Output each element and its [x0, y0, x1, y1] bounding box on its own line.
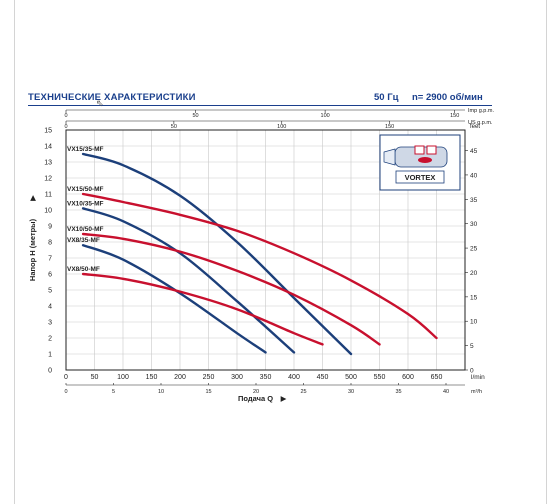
y-tick-label: 15 — [44, 128, 52, 135]
feet-tick-label: 40 — [470, 172, 478, 179]
header-rule — [28, 105, 492, 106]
y-tick-label: 7 — [48, 256, 52, 263]
inset-label: VORTEX — [405, 173, 436, 182]
series-labels: VX15/35-MF VX15/50-MF VX10/35-MF VX10/50-MF… — [67, 146, 104, 273]
feet-tick-label: 15 — [470, 294, 478, 301]
y-tick-label: 11 — [45, 192, 52, 199]
y-tick-label: 2 — [48, 336, 52, 343]
m3h-tick-label: 5 — [112, 389, 115, 395]
us-tick-label: 50 — [171, 124, 177, 130]
m3h-tick-label: 30 — [348, 389, 354, 395]
plot-frame — [65, 129, 466, 371]
feet-tick-label: 5 — [470, 343, 474, 350]
x-tick-label: 200 — [174, 374, 186, 381]
series-label-3: VX10/50-MF — [67, 226, 104, 233]
m3h-tick-label: 10 — [158, 389, 164, 395]
series-label-0: VX15/35-MF — [67, 146, 104, 153]
series-line-1 — [81, 192, 438, 340]
x-tick-label: 550 — [374, 374, 386, 381]
x-axis-title: Подача Q — [238, 394, 273, 403]
feet-unit-label: feet — [470, 124, 480, 130]
x-tick-label: 250 — [203, 374, 215, 381]
y-tick-label: 0 — [48, 368, 52, 375]
y-tick-label: 10 — [44, 208, 52, 215]
mouse-cursor-icon: ⇖ — [96, 98, 104, 108]
m3h-tick-label: 40 — [443, 389, 449, 395]
y-tick-label: 13 — [44, 160, 52, 167]
y-axis-arrow: ▶ — [28, 195, 37, 201]
x-tick-label: 350 — [260, 374, 272, 381]
grid — [65, 129, 466, 371]
m3h-tick-label: 35 — [395, 389, 401, 395]
feet-tick-label: 0 — [470, 368, 474, 375]
m3h-tick-label: 15 — [205, 389, 211, 395]
imp-unit-label: Imp g.p.m. — [468, 108, 494, 114]
series-label-1: VX15/50-MF — [67, 186, 104, 193]
x-tick-label: 300 — [231, 374, 243, 381]
imp-tick-label: 50 — [192, 113, 198, 119]
feet-tick-label: 25 — [470, 246, 478, 253]
x-axis-arrow: ▶ — [281, 394, 287, 403]
x-tick-label: 0 — [64, 374, 68, 381]
x-tick-label: 400 — [288, 374, 300, 381]
page-edge-line-right — [546, 0, 547, 504]
inset-impeller-right — [426, 145, 437, 155]
x-tick-label: 500 — [345, 374, 357, 381]
feet-tick-label: 30 — [470, 221, 478, 228]
frequency-label: 50 Гц — [374, 92, 399, 103]
m3h-unit-label: m³/h — [471, 389, 482, 395]
feet-tick-label: 45 — [470, 148, 478, 155]
y-tick-label: 6 — [48, 272, 52, 279]
x-tick-label: 50 — [91, 374, 99, 381]
series-line-2 — [81, 207, 296, 354]
imp-tick-label: 0 — [64, 113, 67, 119]
us-tick-label: 150 — [385, 124, 394, 130]
x-tick-label: 100 — [117, 374, 129, 381]
axis-titles: Подача Q ▶ Напор H (метры) ▶ — [28, 195, 287, 403]
speed-label: n= 2900 об/мин — [412, 92, 483, 103]
y-tick-label: 12 — [44, 176, 52, 183]
inset-label-box — [395, 170, 445, 184]
section-title: ТЕХНИЧЕСКИЕ ХАРАКТЕРИСТИКИ — [28, 92, 196, 103]
y-tick-label: 1 — [48, 352, 52, 359]
m3h-tick-label: 25 — [300, 389, 306, 395]
series-lines — [81, 152, 438, 356]
vortex-inset: VORTEX — [379, 134, 461, 191]
m3h-tick-label: 0 — [64, 389, 67, 395]
y-tick-label: 14 — [44, 144, 52, 151]
x-unit-label: l/min — [471, 374, 485, 381]
feet-tick-label: 35 — [470, 197, 478, 204]
series-label-5: VX8/50-MF — [67, 266, 100, 273]
y-tick-label: 4 — [48, 304, 52, 311]
inset-pump-nozzle — [383, 148, 396, 166]
x-tick-label: 150 — [146, 374, 158, 381]
series-line-3 — [81, 232, 381, 346]
us-tick-label: 0 — [64, 124, 67, 130]
series-line-4 — [81, 244, 267, 354]
inset-impeller-hub — [418, 157, 432, 163]
feet-tick-label: 20 — [470, 270, 478, 277]
y-tick-label: 3 — [48, 320, 52, 327]
x-tick-label: 600 — [402, 374, 414, 381]
feet-tick-label: 10 — [470, 319, 478, 326]
inset-impeller-left — [414, 145, 425, 155]
x-tick-label: 650 — [431, 374, 443, 381]
imp-tick-label: 100 — [321, 113, 330, 119]
series-label-2: VX10/35-MF — [67, 200, 104, 207]
y-tick-label: 9 — [48, 224, 52, 231]
series-line-0 — [81, 152, 353, 356]
m3h-tick-label: 20 — [253, 389, 259, 395]
imp-tick-label: 150 — [450, 113, 459, 119]
series-line-5 — [81, 272, 324, 346]
y-axis-title: Напор H (метры) — [28, 218, 37, 281]
axis-ticks: 0 50 100 150 200 250 300 350 400 450 500 550 600 650 l… — [44, 108, 494, 395]
y-tick-label: 5 — [48, 288, 52, 295]
x-tick-label: 450 — [317, 374, 329, 381]
us-tick-label: 100 — [277, 124, 286, 130]
series-label-4: VX8/35-MF — [67, 237, 100, 244]
y-tick-label: 8 — [48, 240, 52, 247]
page-edge-line-left — [14, 0, 15, 504]
us-unit-label: US g.p.m. — [468, 120, 493, 126]
